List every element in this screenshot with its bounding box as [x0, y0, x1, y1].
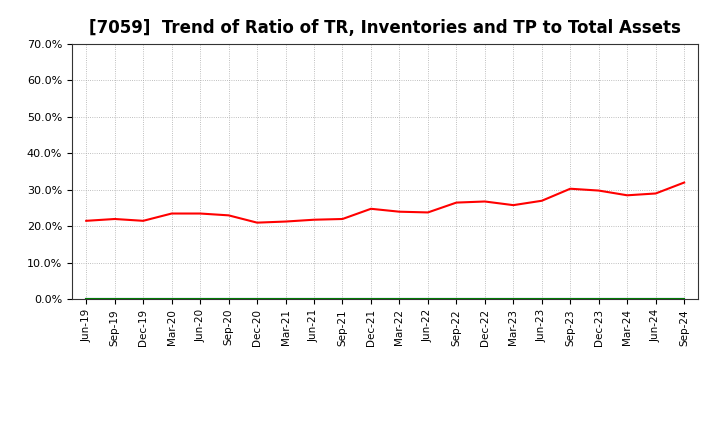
Legend: Trade Receivables, Inventories, Trade Payables: Trade Receivables, Inventories, Trade Pa…: [161, 438, 610, 440]
Trade Payables: [282, 297, 290, 302]
Trade Receivables: [167, 211, 176, 216]
Trade Payables: [196, 297, 204, 302]
Inventories: [423, 297, 432, 302]
Inventories: [623, 297, 631, 302]
Trade Payables: [366, 297, 375, 302]
Trade Payables: [480, 297, 489, 302]
Inventories: [139, 297, 148, 302]
Trade Receivables: [566, 186, 575, 191]
Trade Payables: [139, 297, 148, 302]
Inventories: [167, 297, 176, 302]
Inventories: [225, 297, 233, 302]
Trade Receivables: [537, 198, 546, 203]
Trade Payables: [110, 297, 119, 302]
Trade Payables: [423, 297, 432, 302]
Inventories: [480, 297, 489, 302]
Trade Receivables: [452, 200, 461, 205]
Trade Payables: [167, 297, 176, 302]
Trade Payables: [82, 297, 91, 302]
Trade Receivables: [282, 219, 290, 224]
Inventories: [395, 297, 404, 302]
Trade Receivables: [338, 216, 347, 222]
Trade Payables: [395, 297, 404, 302]
Trade Receivables: [310, 217, 318, 222]
Line: Trade Receivables: Trade Receivables: [86, 183, 684, 223]
Trade Payables: [652, 297, 660, 302]
Inventories: [110, 297, 119, 302]
Trade Receivables: [395, 209, 404, 214]
Inventories: [652, 297, 660, 302]
Inventories: [566, 297, 575, 302]
Inventories: [680, 297, 688, 302]
Trade Receivables: [480, 199, 489, 204]
Trade Payables: [452, 297, 461, 302]
Trade Receivables: [595, 188, 603, 193]
Trade Payables: [509, 297, 518, 302]
Trade Receivables: [253, 220, 261, 225]
Trade Receivables: [652, 191, 660, 196]
Inventories: [82, 297, 91, 302]
Trade Receivables: [82, 218, 91, 224]
Inventories: [366, 297, 375, 302]
Trade Payables: [537, 297, 546, 302]
Trade Receivables: [423, 210, 432, 215]
Inventories: [537, 297, 546, 302]
Inventories: [282, 297, 290, 302]
Inventories: [196, 297, 204, 302]
Inventories: [509, 297, 518, 302]
Inventories: [338, 297, 347, 302]
Trade Receivables: [110, 216, 119, 222]
Trade Payables: [566, 297, 575, 302]
Trade Receivables: [366, 206, 375, 212]
Trade Receivables: [225, 213, 233, 218]
Trade Receivables: [680, 180, 688, 185]
Trade Receivables: [196, 211, 204, 216]
Trade Receivables: [139, 218, 148, 224]
Title: [7059]  Trend of Ratio of TR, Inventories and TP to Total Assets: [7059] Trend of Ratio of TR, Inventories…: [89, 19, 681, 37]
Trade Payables: [595, 297, 603, 302]
Inventories: [310, 297, 318, 302]
Trade Payables: [310, 297, 318, 302]
Trade Payables: [623, 297, 631, 302]
Trade Receivables: [509, 202, 518, 208]
Trade Payables: [680, 297, 688, 302]
Trade Payables: [338, 297, 347, 302]
Trade Payables: [225, 297, 233, 302]
Trade Receivables: [623, 193, 631, 198]
Inventories: [595, 297, 603, 302]
Trade Payables: [253, 297, 261, 302]
Inventories: [452, 297, 461, 302]
Inventories: [253, 297, 261, 302]
